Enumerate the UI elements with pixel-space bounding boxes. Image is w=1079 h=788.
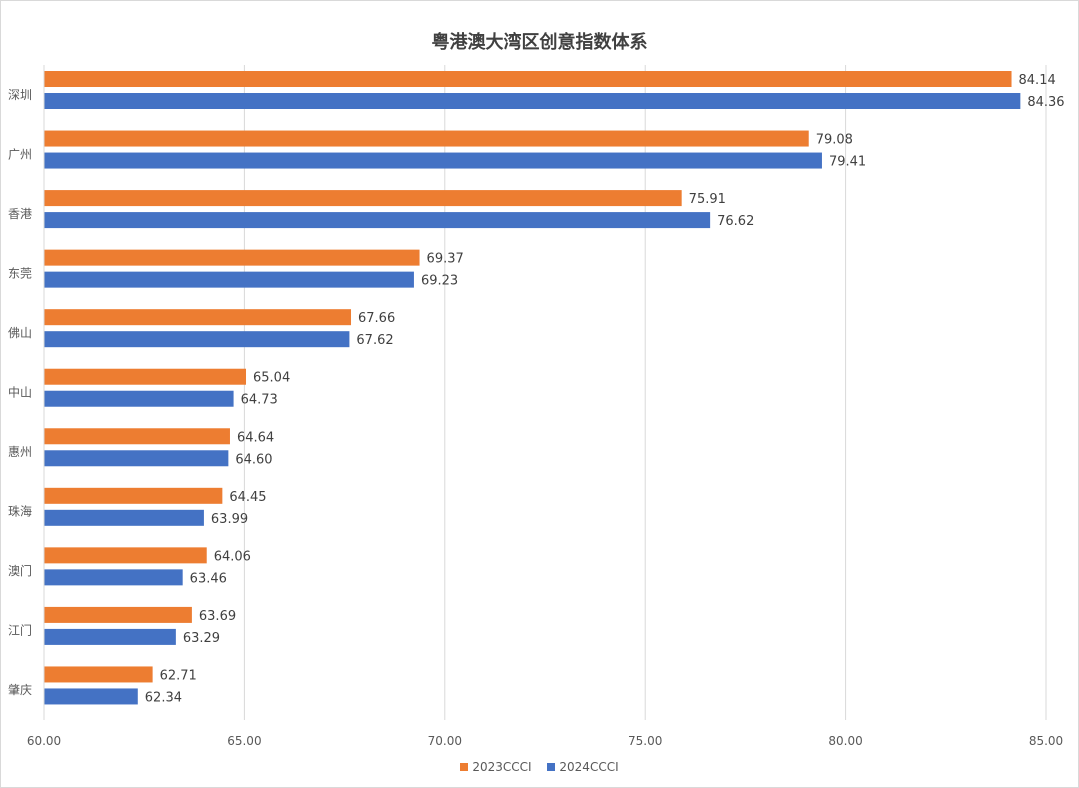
bar-2023 <box>44 249 420 266</box>
bar-2023 <box>44 368 247 385</box>
bar-2024 <box>44 212 711 229</box>
data-label: 63.69 <box>199 609 236 624</box>
data-label: 79.41 <box>829 155 866 170</box>
bar-2024 <box>44 688 138 705</box>
bar-2024 <box>44 331 350 348</box>
data-label: 64.06 <box>214 549 251 564</box>
bar-2024 <box>44 152 822 169</box>
data-label: 69.37 <box>427 252 464 267</box>
bar-2023 <box>44 71 1012 87</box>
data-label: 64.64 <box>237 430 274 445</box>
bar-2023 <box>44 487 223 504</box>
bar-2023 <box>44 309 352 326</box>
bar-2023 <box>44 666 153 683</box>
data-label: 62.34 <box>145 690 182 705</box>
bar-2024 <box>44 628 176 645</box>
legend-swatch-2024 <box>547 763 556 771</box>
bar-2023 <box>44 190 682 207</box>
data-label: 79.08 <box>816 133 853 148</box>
category-label: 江门 <box>8 623 32 638</box>
category-label: 肇庆 <box>8 682 32 697</box>
x-tick-label: 65.00 <box>227 734 261 748</box>
data-label: 63.29 <box>183 631 220 646</box>
category-label: 香港 <box>8 207 32 221</box>
x-tick-label: 70.00 <box>428 734 462 748</box>
legend-swatch-2023 <box>460 763 469 771</box>
category-label: 广州 <box>8 147 32 161</box>
data-label: 64.45 <box>229 490 266 505</box>
x-tick-label: 80.00 <box>828 734 862 748</box>
legend-label-2024: 2024CCCI <box>559 760 619 774</box>
bar-2023 <box>44 547 207 564</box>
data-label: 76.62 <box>717 214 754 229</box>
category-label: 佛山 <box>8 326 32 340</box>
legend-item-2024: 2024CCCI <box>547 760 619 774</box>
legend: 2023CCCI 2024CCCI <box>0 760 1079 774</box>
data-label: 67.62 <box>356 333 393 348</box>
bar-2024 <box>44 271 414 288</box>
data-label: 84.14 <box>1019 73 1056 88</box>
legend-item-2023: 2023CCCI <box>460 760 532 774</box>
category-label: 惠州 <box>8 445 32 459</box>
bar-2023 <box>44 606 192 623</box>
data-label: 84.36 <box>1027 95 1064 110</box>
category-label: 东莞 <box>8 266 32 280</box>
data-label: 63.99 <box>211 512 248 527</box>
category-label: 深圳 <box>8 88 32 102</box>
category-label: 中山 <box>8 385 32 400</box>
bar-2024 <box>44 569 183 586</box>
bar-2023 <box>44 428 230 445</box>
chart-title: 粤港澳大湾区创意指数体系 <box>431 32 648 53</box>
data-label: 75.91 <box>689 192 726 207</box>
x-tick-label: 60.00 <box>27 734 61 748</box>
legend-label-2023: 2023CCCI <box>472 760 532 774</box>
category-label: 澳门 <box>8 563 32 578</box>
bar-2024 <box>44 390 234 407</box>
bar-2024 <box>44 450 229 467</box>
data-label: 69.23 <box>421 274 458 289</box>
bar-2024 <box>44 509 204 526</box>
bar-2023 <box>44 130 809 147</box>
bar-2024 <box>44 93 1021 109</box>
data-label: 65.04 <box>253 371 290 386</box>
data-label: 64.73 <box>241 393 278 408</box>
data-label: 67.66 <box>358 311 395 326</box>
x-tick-label: 85.00 <box>1029 734 1063 748</box>
data-label: 62.71 <box>160 668 197 683</box>
category-label: 珠海 <box>8 504 32 519</box>
data-label: 63.46 <box>190 571 227 586</box>
x-tick-label: 75.00 <box>628 734 662 748</box>
data-label: 64.60 <box>235 452 272 467</box>
